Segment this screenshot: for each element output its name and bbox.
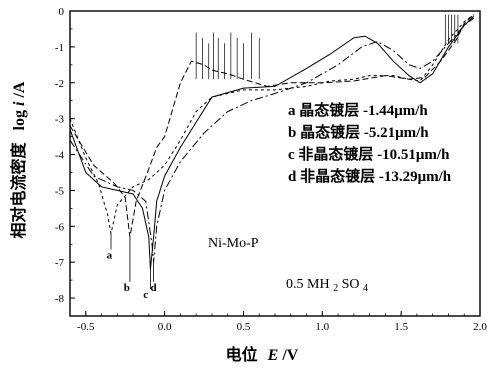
x-axis-label: 电位 E /V: [226, 345, 299, 364]
y-tick-label: -4: [55, 150, 65, 162]
y-axis-label-symbol: i: [11, 101, 28, 106]
y-axis-label-prefix: 相对电流密度: [9, 141, 28, 238]
x-tick-label: 0.0: [158, 321, 172, 333]
plot-frame: [69, 10, 481, 317]
solution-sub2: 4: [363, 283, 368, 294]
x-axis-label-symbol: E: [267, 347, 279, 364]
y-axis-label-log: log: [11, 110, 28, 130]
legend: a 晶态镀层 -1.44μm/h b 晶态镀层 -5.21μm/h c 非晶态镀层 …: [288, 101, 452, 185]
series-c-tag: c: [143, 289, 148, 301]
y-tick-label: -5: [55, 185, 65, 197]
solution-prefix: 0.5 MH: [286, 277, 330, 292]
x-tick-label: -0.5: [77, 321, 95, 333]
y-tick-label: -7: [55, 257, 65, 269]
series-b-line: [69, 14, 475, 238]
series-d-tag: d: [151, 282, 157, 294]
noise-spikes: [195, 14, 459, 80]
solution-mid: SO: [342, 277, 360, 292]
legend-entry-d: d 非晶态镀层 -13.29μm/h: [288, 167, 452, 185]
x-axis-label-prefix: 电位: [226, 345, 258, 364]
y-axis-label-unit: /A: [11, 81, 28, 98]
sample-annotation: Ni-Mo-P: [208, 236, 259, 251]
curve-tags: a b cd: [107, 233, 157, 301]
y-axis-ticks: 0 -1 -2 -3 -4 -5 -6 -7 -8: [55, 6, 75, 317]
x-tick-label: 1.0: [315, 321, 329, 333]
y-axis-label: 相对电流密度 log i /A: [9, 81, 28, 238]
y-tick-label: -6: [55, 221, 65, 233]
solution-annotation: 0.5 MH 2 SO 4: [286, 277, 368, 295]
legend-entry-c: c 非晶态镀层 -10.51μm/h: [288, 145, 450, 163]
y-tick-label: -2: [55, 78, 64, 90]
x-tick-label: 2.0: [473, 321, 487, 333]
x-axis-label-unit: /V: [281, 347, 298, 364]
series-d-line: [69, 17, 475, 263]
y-tick-label: -8: [55, 293, 65, 305]
curves-group: [69, 14, 475, 270]
x-tick-label: 0.5: [237, 321, 251, 333]
x-tick-label: 1.5: [394, 321, 408, 333]
series-a-tag: a: [107, 250, 113, 262]
series-c-line: [69, 16, 475, 270]
y-tick-label: -3: [55, 114, 65, 126]
x-axis-ticks: -0.5 0.0 0.5 1.0 1.5 2.0: [69, 311, 487, 333]
y-tick-label: -1: [55, 42, 64, 54]
legend-entry-b: b 晶态镀层 -5.21μm/h: [288, 123, 429, 141]
solution-sub1: 2: [333, 283, 338, 294]
series-b-tag: b: [124, 282, 130, 294]
y-tick-label: 0: [59, 6, 65, 18]
legend-entry-a: a 晶态镀层 -1.44μm/h: [288, 101, 428, 119]
